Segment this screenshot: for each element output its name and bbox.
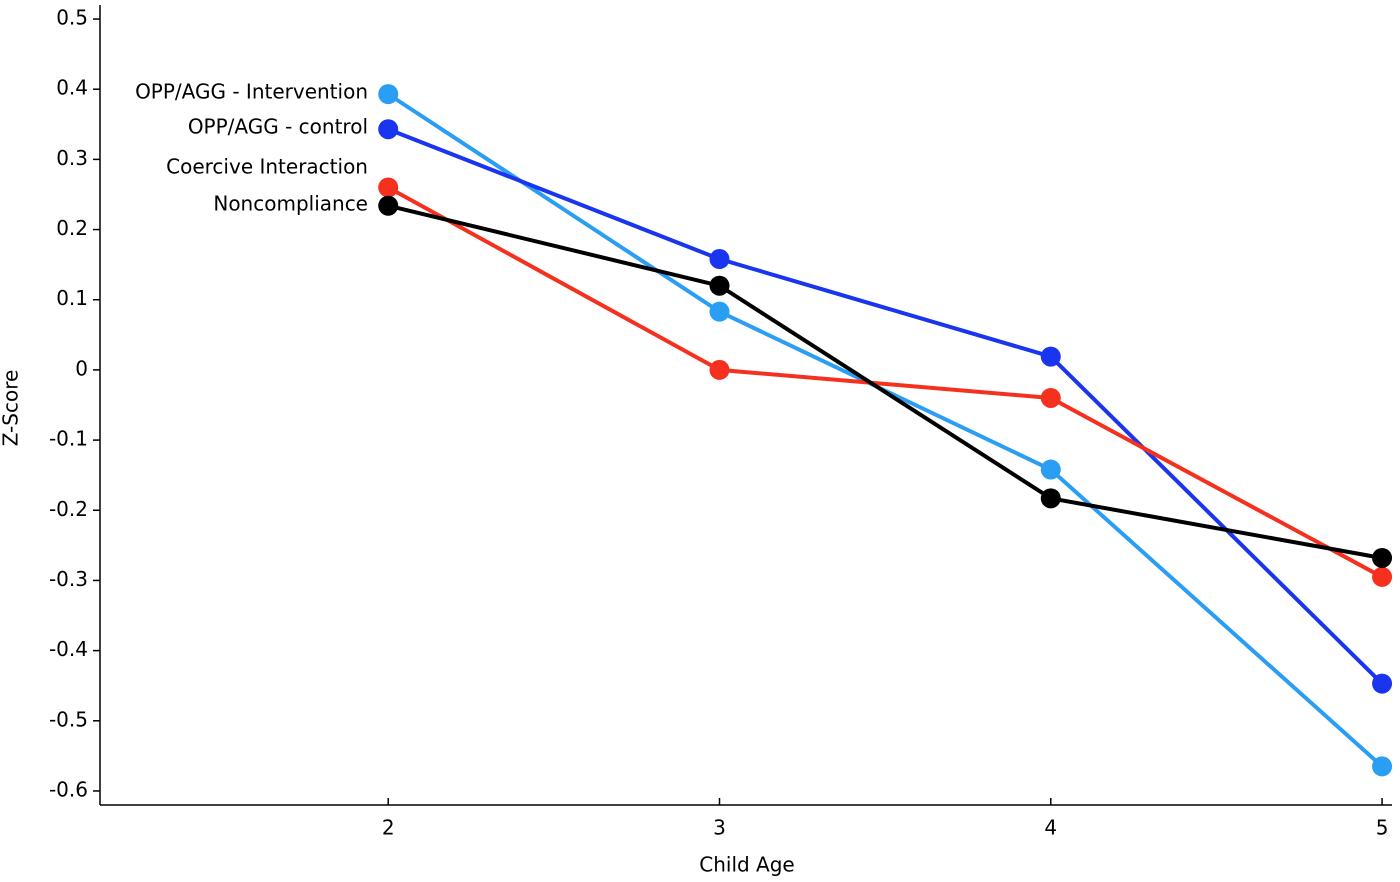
data-point: [709, 359, 730, 380]
y-tick-label: -0.2: [49, 497, 88, 521]
data-point: [1372, 756, 1393, 777]
data-point: [709, 275, 730, 296]
y-tick-label: -0.6: [49, 777, 88, 801]
data-point: [378, 195, 399, 216]
y-tick-label: -0.3: [49, 567, 88, 591]
series-line: [387, 127, 1384, 686]
series-label: Coercive Interaction: [166, 155, 368, 179]
data-point: [378, 177, 399, 198]
y-tick-label: -0.4: [49, 637, 88, 661]
y-tick-label: -0.5: [49, 707, 88, 731]
data-point: [1040, 346, 1061, 367]
data-point: [709, 249, 730, 270]
y-tick-label: 0.5: [56, 6, 88, 30]
x-tick-label: 4: [1044, 816, 1057, 840]
y-tick-label: 0: [75, 356, 88, 380]
y-tick-label: -0.1: [49, 427, 88, 451]
data-point: [378, 84, 399, 105]
series-label: OPP/AGG - control: [188, 115, 368, 139]
series-label: Noncompliance: [213, 192, 368, 216]
data-point: [1372, 673, 1393, 694]
data-point: [1040, 488, 1061, 509]
data-point: [709, 301, 730, 322]
x-tick-label: 3: [713, 816, 726, 840]
data-point: [1372, 566, 1393, 587]
data-point: [1040, 459, 1061, 480]
data-point: [1040, 387, 1061, 408]
series-line: [387, 92, 1384, 768]
y-tick-label: 0.4: [56, 76, 88, 100]
y-tick-label: 0.2: [56, 216, 88, 240]
x-axis-label: Child Age: [699, 853, 795, 877]
y-tick-label: 0.3: [56, 146, 88, 170]
series-label: OPP/AGG - Intervention: [135, 80, 368, 104]
y-tick-label: 0.1: [56, 286, 88, 310]
x-tick-label: 2: [382, 816, 395, 840]
data-point: [378, 119, 399, 140]
y-axis-label: Z-Score: [0, 370, 23, 447]
data-point: [1372, 547, 1393, 568]
series-line: [387, 185, 1384, 579]
series-line: [387, 203, 1383, 560]
x-tick-label: 5: [1376, 816, 1389, 840]
